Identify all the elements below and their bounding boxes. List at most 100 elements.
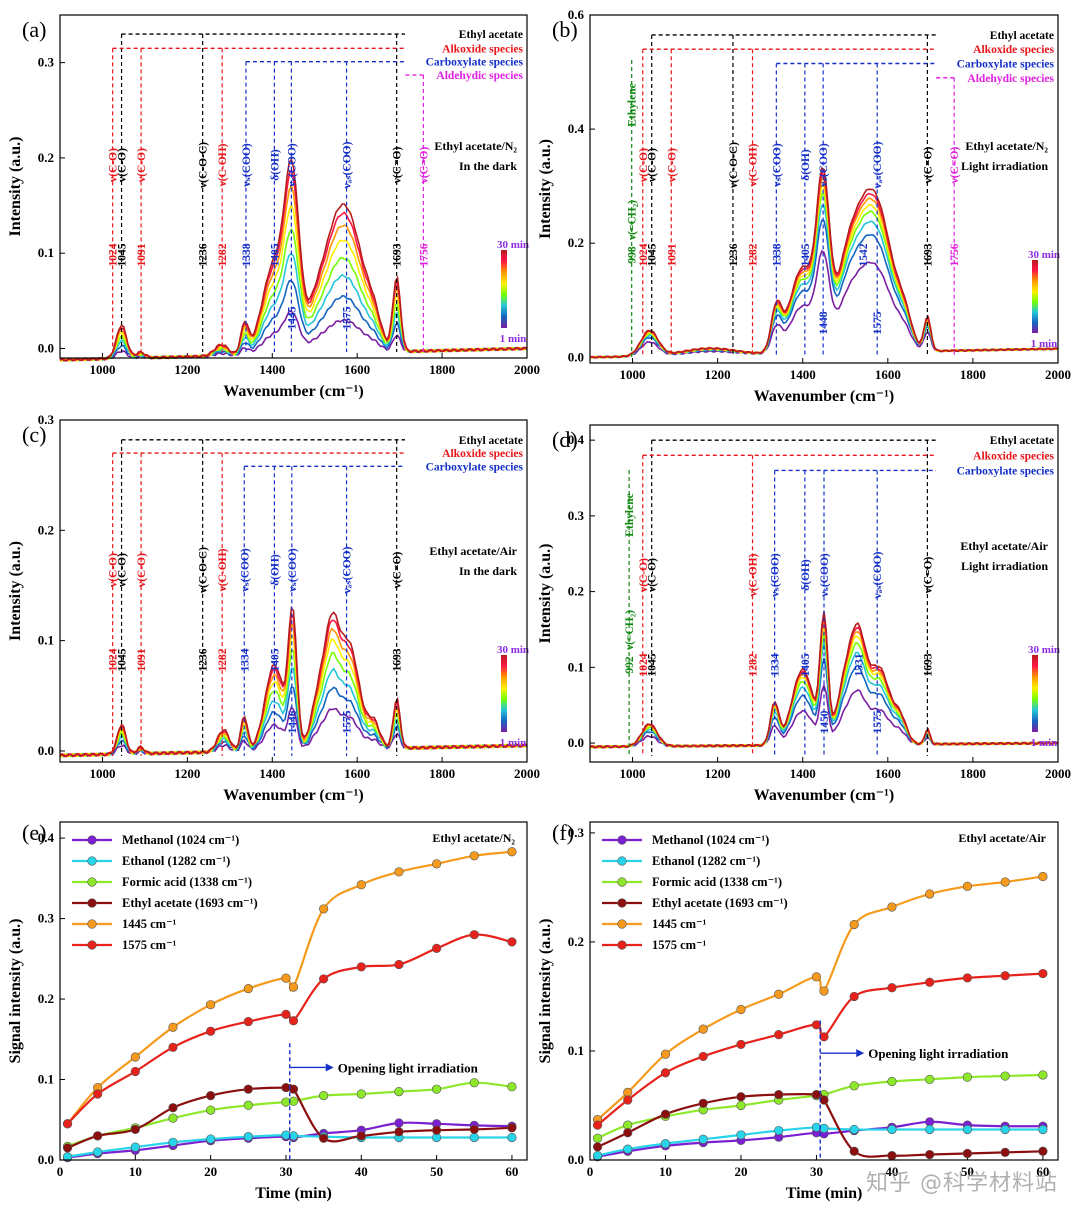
data-point: [507, 1123, 517, 1133]
data-point: [623, 1128, 633, 1138]
peak-number: 1282: [217, 243, 229, 266]
mode-label: ν(C-O): [108, 553, 120, 588]
x-tick-label: 2000: [1045, 367, 1071, 382]
y-tick-label: 0.3: [568, 508, 585, 523]
y-tick-label: 0.3: [38, 412, 55, 427]
time-colorbar: [501, 655, 507, 732]
data-point: [319, 904, 329, 914]
condition-line-2: In the dark: [459, 159, 517, 173]
data-point: [962, 973, 973, 983]
data-point: [925, 889, 935, 899]
x-tick-label: 10: [659, 1164, 672, 1179]
y-tick-label: 0.3: [38, 55, 55, 70]
mode-label: νₐₛ(COO): [342, 141, 354, 189]
peak-number: 998: [627, 246, 639, 264]
mode-label: ν(C-O): [638, 148, 650, 183]
peak-number: 1693: [922, 243, 934, 266]
legend-entry: 1575 cm⁻¹: [122, 938, 177, 952]
peak-number: 1091: [136, 243, 148, 266]
x-tick-label: 1000: [89, 766, 115, 781]
mode-label: νₛ(COO): [819, 553, 831, 598]
data-point: [962, 1072, 973, 1082]
y-tick-label: 0.4: [568, 432, 585, 447]
data-point: [319, 1091, 329, 1101]
data-point: [469, 1078, 479, 1088]
colorbar-start-label: 1 min: [500, 333, 527, 345]
peak-number: 1338: [771, 243, 783, 266]
x-tick-label: 0: [57, 1164, 64, 1179]
y-tick-label: 0.2: [568, 934, 584, 949]
data-point: [811, 972, 822, 982]
data-point: [887, 902, 897, 912]
legend-entry: Formic acid (1338 cm⁻¹): [122, 875, 252, 889]
data-point: [93, 1089, 103, 1099]
data-point: [623, 1095, 633, 1105]
plot-frame: [589, 821, 1059, 1161]
peak-number: 1405: [800, 243, 812, 266]
bracket-label: Ethyl acetate: [459, 29, 523, 41]
y-tick-label: 0.1: [38, 1072, 54, 1087]
data-point: [774, 989, 784, 999]
mode-label: ν(C-O): [666, 148, 678, 183]
x-axis-label: Wavenumber (cm⁻¹): [754, 388, 894, 405]
peak-number: 1282: [748, 243, 760, 266]
mode-label: ν(C=O): [922, 147, 934, 185]
data-point: [469, 1132, 479, 1143]
data-point: [736, 1004, 746, 1015]
plot-frame: [59, 821, 528, 1161]
data-point: [774, 1125, 784, 1136]
peak-number: 1531: [853, 653, 865, 676]
ethylene-mode-label: ν(=CH₂): [627, 200, 639, 241]
data-point: [698, 1051, 708, 1062]
colorbar-end-label: 30 min: [1028, 249, 1060, 261]
peak-number: 1045: [647, 243, 659, 266]
x-tick-label: 1000: [620, 367, 646, 382]
x-tick-label: 50: [961, 1164, 974, 1179]
y-tick-label: 0.1: [38, 245, 54, 260]
legend-swatch-marker: [87, 877, 97, 887]
peak-number: 1334: [770, 653, 782, 676]
legend-entry: Methanol (1024 cm⁻¹): [652, 833, 769, 847]
data-point: [432, 1125, 442, 1135]
x-tick-label: 30: [810, 1164, 823, 1179]
data-point: [356, 880, 366, 890]
x-tick-label: 1400: [790, 766, 816, 781]
mode-label: ν(C=O): [418, 147, 430, 185]
y-axis-label: Intensity (a.u.): [7, 136, 24, 236]
mode-label: ν(C-OH): [217, 548, 229, 592]
bracket-label: Ethyl acetate: [990, 30, 1054, 42]
mode-label: νₛ(COO): [241, 143, 253, 188]
y-tick-label: 0.2: [568, 235, 584, 250]
x-tick-label: 1000: [89, 362, 115, 377]
data-point: [1038, 968, 1048, 979]
y-tick-label: 0.1: [568, 1043, 584, 1058]
legend-swatch-marker: [87, 919, 97, 929]
mode-label: ν(C=O): [392, 552, 404, 590]
data-point: [62, 1143, 73, 1153]
mode-label: ν(C-O): [638, 558, 650, 593]
peak-number: 1024: [108, 648, 120, 671]
data-point: [592, 1142, 603, 1152]
data-point: [592, 1151, 603, 1161]
legend-swatch-marker: [617, 856, 627, 866]
data-point: [281, 973, 291, 983]
x-tick-label: 1600: [344, 766, 370, 781]
x-axis-label: Wavenumber (cm⁻¹): [223, 383, 363, 400]
peak-number: 1236: [198, 243, 210, 266]
data-point: [1038, 1070, 1048, 1080]
data-point: [623, 1144, 633, 1154]
bracket-label: Ethyl acetate: [990, 435, 1054, 447]
legend-entry: Ethyl acetate (1693 cm⁻¹): [122, 896, 258, 910]
condition-line-1: Ethyl acetate/N₂: [434, 139, 517, 153]
colorbar-end-label: 30 min: [497, 239, 529, 251]
data-point: [849, 1124, 859, 1135]
condition-line-2: Light irradiation: [961, 559, 1048, 573]
data-point: [1038, 1124, 1048, 1135]
data-point: [849, 1146, 859, 1156]
y-tick-label: 0.0: [38, 743, 54, 758]
x-tick-label: 1600: [875, 367, 901, 382]
mode-label: δ(OH): [269, 554, 281, 586]
condition-label: Ethyl acetate/Air: [958, 831, 1046, 845]
ethylene-mode-label: ν(=CH₂): [624, 610, 636, 651]
mode-label: ν(C-OH): [217, 143, 229, 187]
